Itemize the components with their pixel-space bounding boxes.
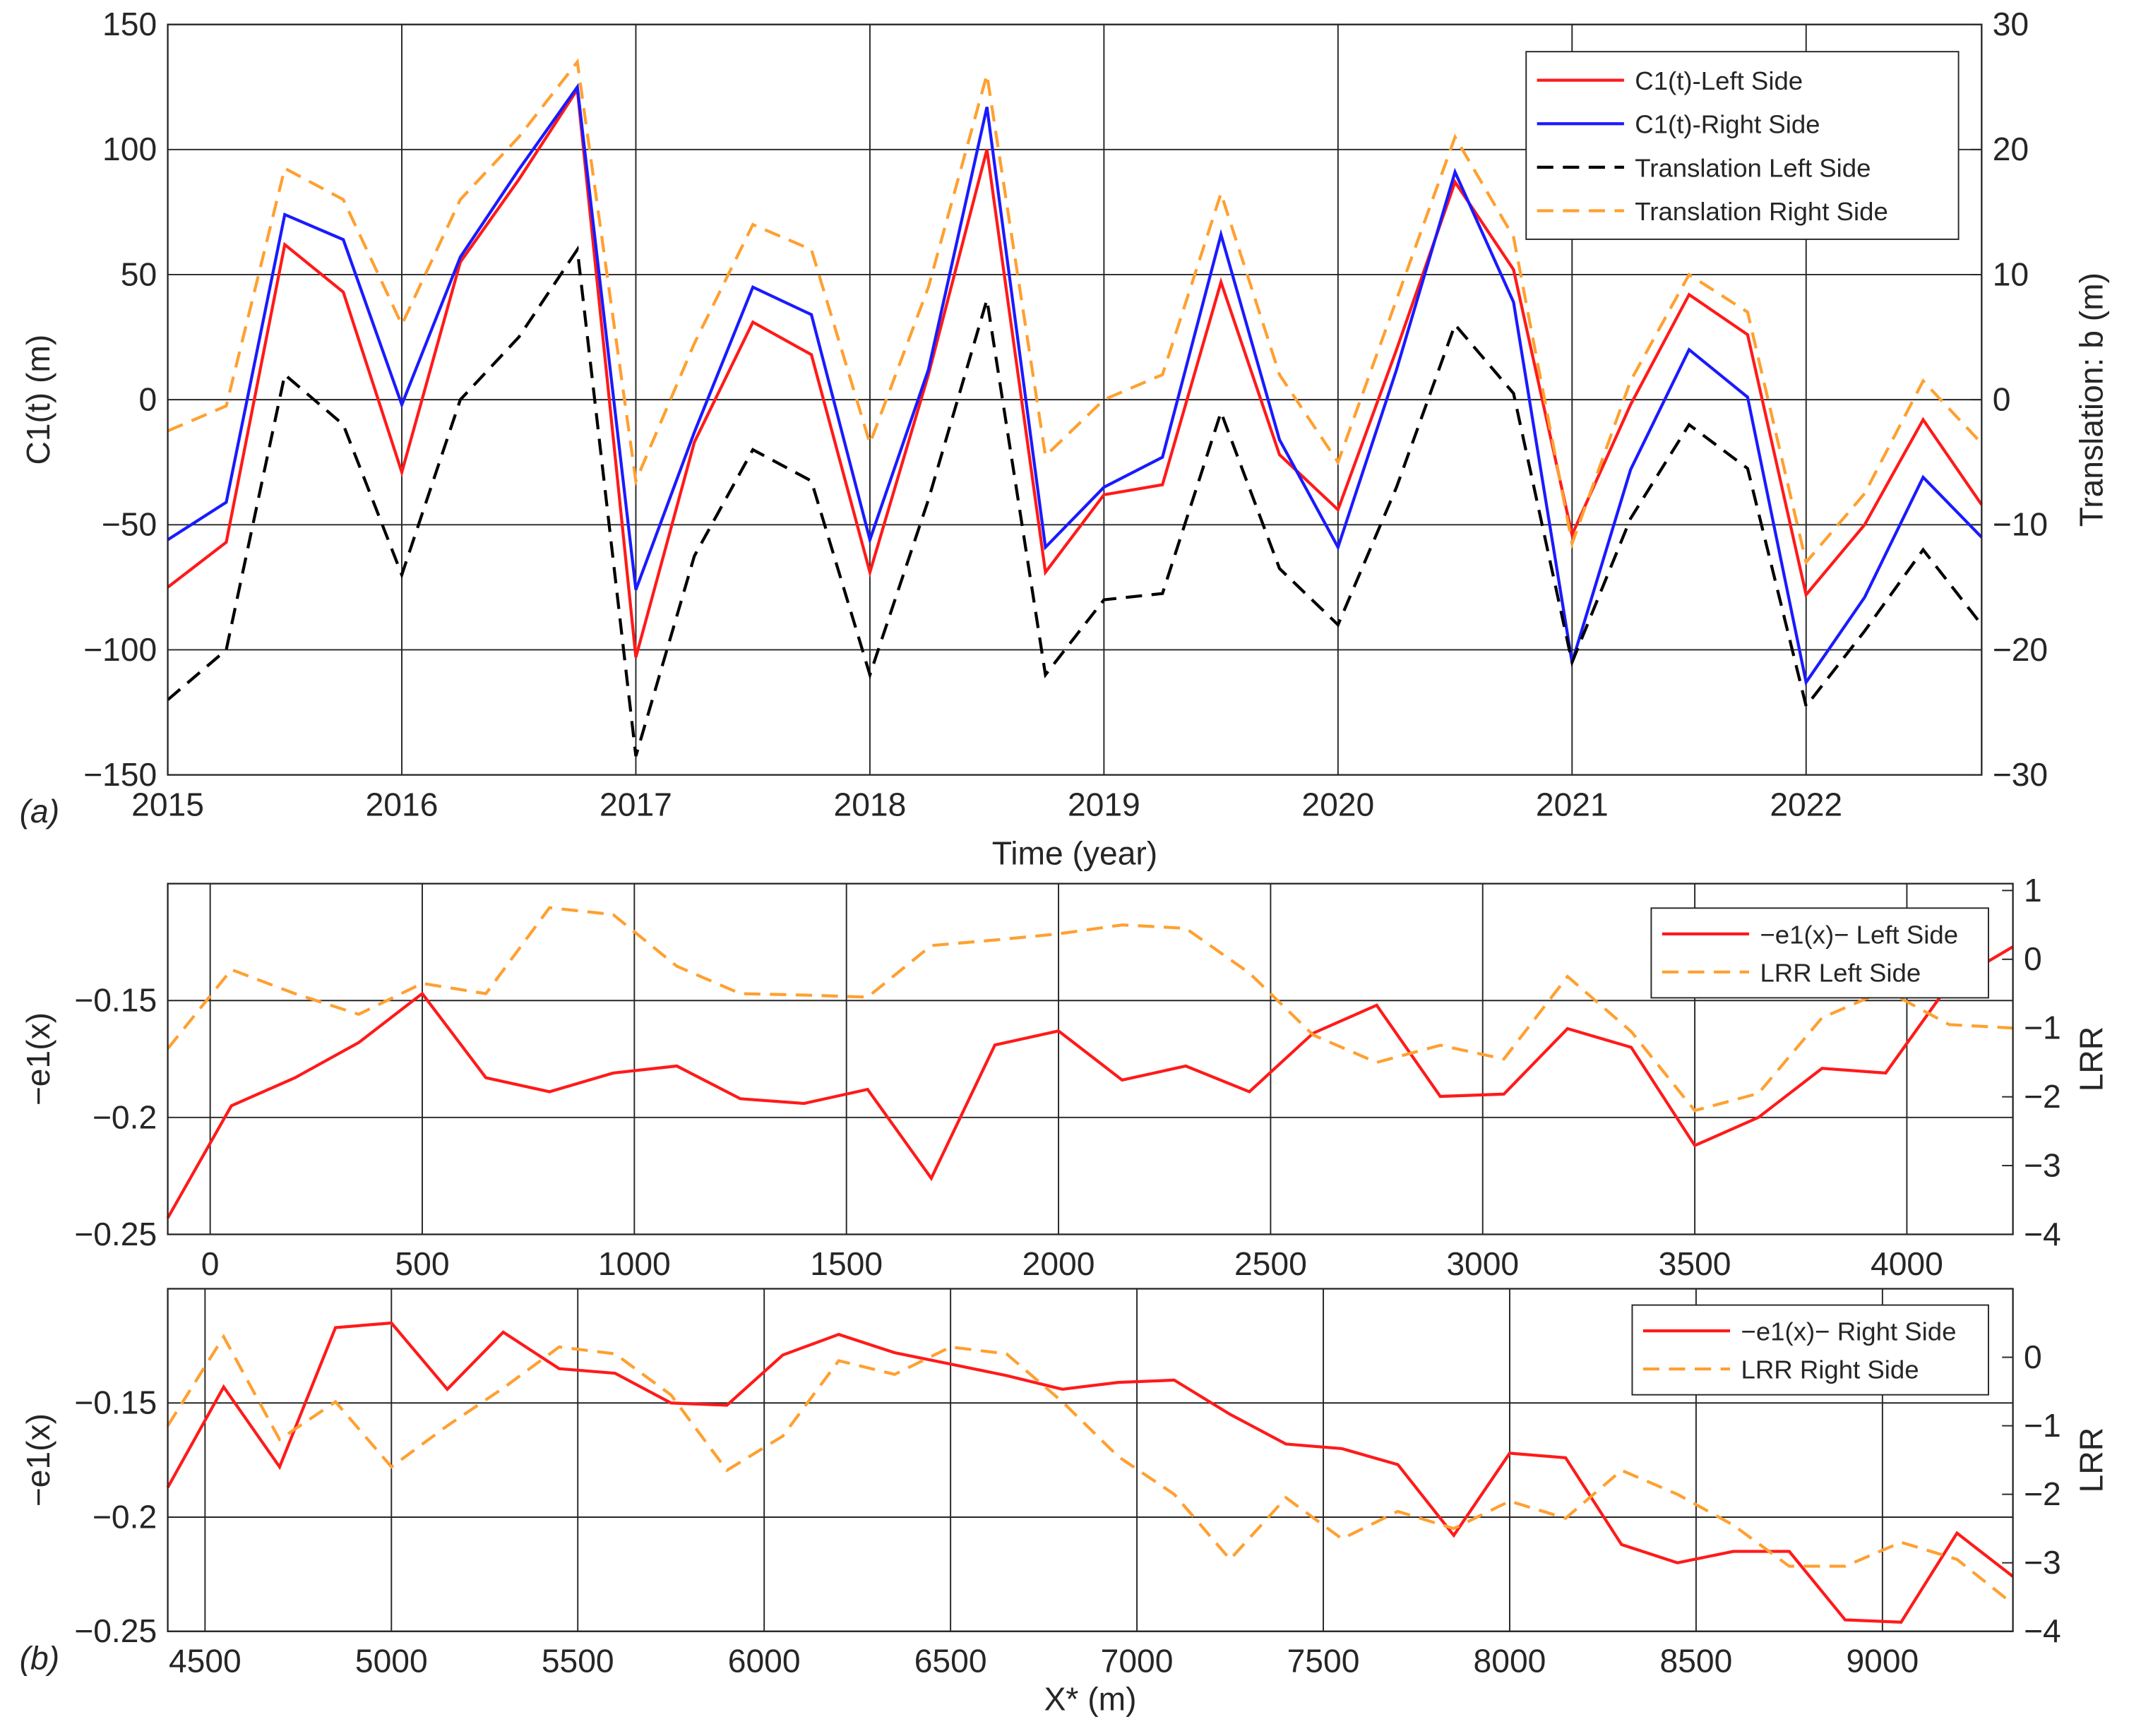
y-tick-label: −150 <box>83 756 157 793</box>
x-tick-label: 9000 <box>1846 1642 1919 1679</box>
x-tick-label: 4500 <box>169 1642 241 1679</box>
x-tick-label: 2000 <box>1022 1245 1095 1282</box>
legend-box <box>1631 1304 1989 1396</box>
y2-axis-label: Translation: b (m) <box>2073 273 2110 527</box>
series-line <box>167 85 1984 658</box>
x-tick-label: 8500 <box>1660 1642 1733 1679</box>
series-line <box>167 245 1983 757</box>
y2-tick-label: −10 <box>1993 506 2048 543</box>
y-axis-label: −e1(x) <box>20 1413 56 1507</box>
series-line <box>167 83 1983 686</box>
legend-label: LRR Right Side <box>1741 1355 1919 1384</box>
plot-frame <box>167 23 1983 776</box>
y-axis-label: C1(t) (m) <box>20 335 56 465</box>
legend-label: −e1(x)− Left Side <box>1760 920 1958 949</box>
x-axis-label: X* (m) <box>1044 1680 1137 1717</box>
x-tick-label: 6500 <box>914 1642 987 1679</box>
x-tick-label: 5000 <box>355 1642 428 1679</box>
series-line <box>167 58 1983 566</box>
x-tick-label: 0 <box>201 1245 220 1282</box>
y2-tick-label: 20 <box>1993 131 2029 167</box>
y2-tick-label: 30 <box>1993 6 2029 42</box>
x-tick-label: 2016 <box>366 786 439 822</box>
y2-tick-label: −3 <box>2024 1147 2061 1183</box>
y2-axis-label: LRR <box>2073 1427 2110 1492</box>
x-tick-label: 8000 <box>1474 1642 1546 1679</box>
y2-tick-label: −20 <box>1993 631 2048 668</box>
legend-box <box>1650 907 1989 999</box>
x-tick-label: 3000 <box>1446 1245 1519 1282</box>
x-axis-label: Time (year) <box>992 835 1157 872</box>
panel-annotation: (a) <box>20 793 59 830</box>
series-line <box>166 945 2014 1219</box>
x-tick-label: 2018 <box>834 786 907 822</box>
x-tick-label: 500 <box>395 1245 449 1282</box>
series-line <box>166 906 2013 1113</box>
y2-tick-label: −2 <box>2024 1078 2061 1115</box>
plot-frame <box>167 882 2014 1235</box>
y2-tick-label: −1 <box>2024 1407 2061 1444</box>
y-axis-label: −e1(x) <box>20 1012 56 1106</box>
legend-label: −e1(x)− Right Side <box>1741 1317 1956 1346</box>
series-line <box>166 1334 2014 1605</box>
y-tick-label: 150 <box>102 6 157 42</box>
y2-tick-label: 10 <box>1993 256 2029 292</box>
y2-tick-label: −4 <box>2024 1612 2061 1649</box>
x-tick-label: 3500 <box>1659 1245 1731 1282</box>
y2-tick-label: −30 <box>1993 756 2048 793</box>
y-tick-label: 50 <box>121 256 157 292</box>
y2-tick-label: 0 <box>1993 381 2011 418</box>
y2-tick-label: 0 <box>2024 1339 2042 1375</box>
x-tick-label: 7000 <box>1101 1642 1174 1679</box>
y-tick-label: −100 <box>83 631 157 668</box>
y2-tick-label: 0 <box>2024 940 2042 977</box>
legend-label: C1(t)-Right Side <box>1635 110 1820 139</box>
legend-label: Translation Left Side <box>1635 153 1871 182</box>
x-tick-label: 2021 <box>1536 786 1609 822</box>
y-tick-label: 0 <box>138 381 157 418</box>
x-tick-label: 2019 <box>1068 786 1140 822</box>
x-tick-label: 6000 <box>728 1642 801 1679</box>
y2-axis-label: LRR <box>2073 1026 2110 1091</box>
y-tick-label: −0.15 <box>74 982 157 1019</box>
y2-tick-label: −1 <box>2024 1010 2061 1046</box>
y2-tick-label: −3 <box>2024 1544 2061 1581</box>
y-tick-label: −0.15 <box>74 1384 157 1421</box>
legend-label: C1(t)-Left Side <box>1635 66 1803 95</box>
x-tick-label: 1000 <box>598 1245 671 1282</box>
x-tick-label: 2500 <box>1234 1245 1307 1282</box>
plot-frame <box>167 1288 2014 1632</box>
legend-label: Translation Right Side <box>1635 197 1888 226</box>
x-tick-label: 1500 <box>810 1245 883 1282</box>
x-tick-label: 5500 <box>542 1642 614 1679</box>
panel-annotation: (b) <box>20 1640 59 1677</box>
x-tick-label: 2022 <box>1770 786 1842 822</box>
legend-box <box>1525 51 1960 240</box>
x-tick-label: 4000 <box>1871 1245 1943 1282</box>
y-tick-label: −0.25 <box>74 1216 157 1252</box>
y2-tick-label: 1 <box>2024 872 2042 909</box>
x-tick-label: 2015 <box>131 786 204 822</box>
x-tick-label: 7500 <box>1287 1642 1360 1679</box>
x-tick-label: 2020 <box>1301 786 1374 822</box>
x-tick-label: 2017 <box>600 786 672 822</box>
legend-label: LRR Left Side <box>1760 958 1921 987</box>
series-line <box>166 1321 2014 1624</box>
y-tick-label: −0.2 <box>93 1099 157 1135</box>
y2-tick-label: −2 <box>2024 1475 2061 1512</box>
y-tick-label: 100 <box>102 131 157 167</box>
y-tick-label: −0.25 <box>74 1612 157 1649</box>
y-tick-label: −0.2 <box>93 1498 157 1535</box>
y2-tick-label: −4 <box>2024 1216 2061 1252</box>
y-tick-label: −50 <box>102 506 157 543</box>
